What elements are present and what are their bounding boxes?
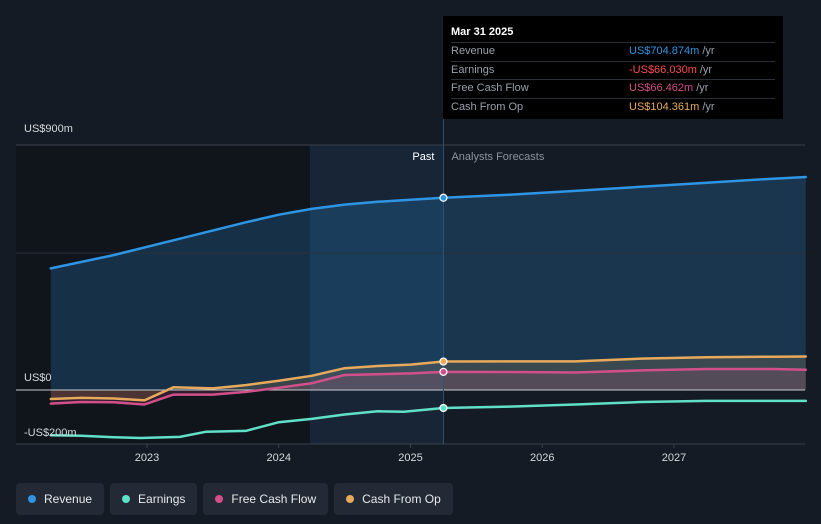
tooltip-row-unit: /yr — [699, 63, 713, 76]
x-axis-tick-label: 2023 — [135, 452, 159, 464]
cash-from-op-area — [50, 356, 806, 401]
tooltip-row-label: Free Cash Flow — [451, 82, 529, 94]
x-axis-tick-label: 2026 — [530, 452, 554, 464]
legend-label: Earnings — [138, 492, 186, 506]
free-cash-flow-area — [50, 369, 806, 405]
y-axis-label: US$900m — [24, 123, 73, 135]
tooltip-panel: Mar 31 2025 Revenue US$704.874m/yr Earning… — [443, 16, 783, 119]
legend-item-revenue[interactable]: Revenue — [16, 483, 105, 515]
legend-item-earnings[interactable]: Earnings — [110, 483, 198, 515]
tooltip-row-label: Cash From Op — [451, 100, 524, 113]
x-axis-tick-label: 2025 — [398, 452, 422, 464]
legend-dot-icon — [215, 495, 224, 503]
legend-dot-icon — [122, 495, 131, 503]
revenue-area — [50, 177, 806, 390]
tooltip-row-value: US$704.874m — [629, 45, 700, 57]
tooltip-row-label: Earnings — [451, 63, 495, 76]
y-axis-label: US$0 — [24, 372, 52, 384]
chart-legend: Revenue Earnings Free Cash Flow Cash From O… — [16, 483, 453, 515]
cash-from-op-marker — [439, 357, 448, 366]
legend-label: Cash From Op — [362, 492, 441, 506]
past-highlight — [310, 145, 444, 444]
tooltip-row-value: US$66.462m — [629, 82, 694, 94]
x-axis-tick-label: 2024 — [267, 452, 291, 464]
tooltip-row-unit: /yr — [702, 100, 715, 113]
tooltip-row-unit: /yr — [702, 45, 715, 57]
legend-dot-icon — [28, 495, 36, 503]
tooltip-row-value: -US$66.030m — [629, 63, 697, 76]
legend-label: Free Cash Flow — [231, 492, 317, 506]
legend-dot-icon — [346, 495, 355, 503]
forecast-label: Analysts Forecasts — [451, 151, 544, 163]
tooltip-row: Cash From Op US$104.361m/yr — [451, 97, 775, 117]
legend-item-cash-from-op[interactable]: Cash From Op — [334, 483, 453, 515]
past-label: Past — [412, 151, 434, 163]
x-axis-tick-label: 2027 — [662, 452, 686, 464]
free-cash-flow-marker — [439, 367, 448, 376]
tooltip-row-label: Revenue — [451, 45, 496, 57]
tooltip-row-unit: /yr — [696, 82, 709, 94]
tooltip-row: Revenue US$704.874m/yr — [451, 42, 775, 61]
free-cash-flow-line — [49, 367, 808, 406]
tooltip-row-value: US$104.361m — [629, 100, 700, 113]
tooltip-row: Earnings -US$66.030m/yr — [451, 60, 775, 80]
revenue-line — [49, 175, 808, 270]
past-shade-dark — [16, 145, 310, 444]
tooltip-row: Free Cash Flow US$66.462m/yr — [451, 79, 775, 98]
earnings-line — [49, 399, 808, 440]
cash-from-op-line — [49, 355, 808, 402]
revenue-marker — [439, 193, 448, 202]
tooltip-date: Mar 31 2025 — [451, 26, 514, 38]
y-axis-label: -US$200m — [24, 427, 77, 439]
legend-item-free-cash-flow[interactable]: Free Cash Flow — [203, 483, 329, 515]
legend-label: Revenue — [44, 492, 93, 506]
earnings-marker — [439, 403, 448, 413]
